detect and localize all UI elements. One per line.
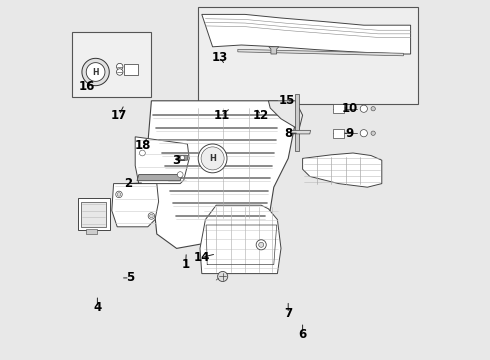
Polygon shape bbox=[137, 175, 182, 181]
Circle shape bbox=[218, 271, 228, 282]
Circle shape bbox=[371, 107, 375, 111]
Polygon shape bbox=[176, 156, 188, 160]
Polygon shape bbox=[148, 101, 295, 248]
Circle shape bbox=[149, 214, 153, 218]
Circle shape bbox=[360, 130, 368, 137]
Bar bbox=[295, 94, 299, 151]
Polygon shape bbox=[238, 49, 403, 56]
Bar bbox=[123, 64, 138, 75]
Bar bbox=[198, 7, 418, 104]
Polygon shape bbox=[291, 130, 311, 134]
Text: 9: 9 bbox=[345, 127, 353, 140]
Circle shape bbox=[148, 213, 155, 219]
Bar bbox=[86, 229, 97, 234]
Text: 15: 15 bbox=[278, 94, 294, 107]
Text: 11: 11 bbox=[214, 109, 230, 122]
Circle shape bbox=[116, 191, 122, 198]
Text: 13: 13 bbox=[212, 51, 228, 64]
Bar bbox=[81, 202, 106, 227]
Text: 8: 8 bbox=[284, 127, 293, 140]
Text: 2: 2 bbox=[124, 177, 132, 190]
Polygon shape bbox=[112, 184, 159, 227]
Text: 6: 6 bbox=[298, 328, 307, 341]
Polygon shape bbox=[135, 137, 189, 184]
Text: 14: 14 bbox=[194, 251, 210, 264]
Bar bbox=[72, 32, 151, 97]
Text: 16: 16 bbox=[78, 80, 95, 93]
Text: H: H bbox=[209, 154, 216, 163]
Circle shape bbox=[201, 147, 224, 170]
Text: 3: 3 bbox=[172, 154, 181, 167]
Text: 10: 10 bbox=[341, 102, 358, 114]
Bar bbox=[333, 104, 344, 113]
Circle shape bbox=[259, 242, 264, 247]
Polygon shape bbox=[269, 101, 303, 130]
Text: 17: 17 bbox=[111, 109, 127, 122]
Circle shape bbox=[117, 193, 121, 196]
Circle shape bbox=[360, 105, 368, 112]
Polygon shape bbox=[200, 205, 281, 274]
Circle shape bbox=[256, 240, 266, 250]
Polygon shape bbox=[82, 58, 109, 86]
Polygon shape bbox=[86, 63, 105, 81]
Text: 4: 4 bbox=[93, 301, 101, 314]
Text: 1: 1 bbox=[181, 258, 190, 271]
Text: 5: 5 bbox=[125, 271, 134, 284]
Bar bbox=[333, 129, 344, 138]
Circle shape bbox=[177, 172, 183, 177]
Circle shape bbox=[180, 156, 185, 160]
Circle shape bbox=[198, 144, 227, 173]
Polygon shape bbox=[202, 14, 411, 54]
Text: 7: 7 bbox=[284, 307, 292, 320]
Text: 12: 12 bbox=[253, 109, 270, 122]
Text: H: H bbox=[92, 68, 99, 77]
Polygon shape bbox=[269, 47, 279, 54]
Polygon shape bbox=[303, 153, 382, 187]
Bar bbox=[77, 198, 110, 230]
Text: 18: 18 bbox=[134, 139, 150, 152]
Circle shape bbox=[140, 150, 145, 156]
Circle shape bbox=[117, 69, 123, 75]
Circle shape bbox=[117, 63, 123, 70]
Circle shape bbox=[371, 131, 375, 135]
